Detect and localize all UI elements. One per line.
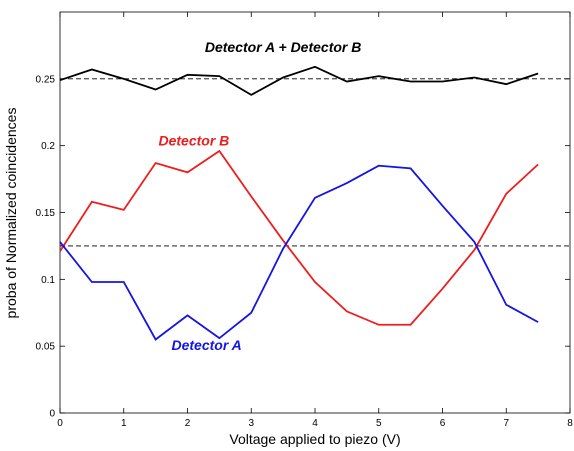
x-tick-label: 2 xyxy=(185,418,191,429)
series-line-detector-b xyxy=(59,149,539,326)
annotation-detector-a: Detector A xyxy=(171,337,241,353)
y-tick-label: 0.05 xyxy=(36,342,56,353)
y-tick-label: 0.25 xyxy=(36,74,56,85)
x-tick-label: 7 xyxy=(503,418,509,429)
x-tick-label: 5 xyxy=(376,418,382,429)
annotation-detector-b: Detector B xyxy=(158,133,229,149)
series-annotations: Detector A + Detector B Detector B Detecto… xyxy=(158,39,361,353)
x-tick-label: 1 xyxy=(121,418,127,429)
series-line-detector-a-detector-b xyxy=(59,65,539,96)
x-tick-label: 6 xyxy=(440,418,446,429)
y-axis-label: proba of Normalized coincidences xyxy=(3,108,19,319)
y-tick-label: 0 xyxy=(49,409,55,420)
x-axis-label: Voltage applied to piezo (V) xyxy=(229,431,400,447)
x-tick-label: 0 xyxy=(57,418,63,429)
series-lines xyxy=(59,65,539,341)
x-tick-label: 3 xyxy=(248,418,254,429)
plot-area xyxy=(59,11,571,414)
annotation-detector-a-detector-b: Detector A + Detector B xyxy=(205,39,362,55)
x-tick-label: 8 xyxy=(567,418,573,429)
y-tick-label: 0.15 xyxy=(36,208,56,219)
x-tick-label: 4 xyxy=(312,418,318,429)
y-tick-label: 0.1 xyxy=(41,275,55,286)
y-tick-label: 0.2 xyxy=(41,141,55,152)
x-axis-ticks: 0 1 2 3 4 5 6 7 8 xyxy=(57,12,573,429)
series-line-detector-a xyxy=(59,164,539,341)
y-axis-ticks: 0 0.05 0.1 0.15 0.2 0.25 xyxy=(36,74,570,420)
